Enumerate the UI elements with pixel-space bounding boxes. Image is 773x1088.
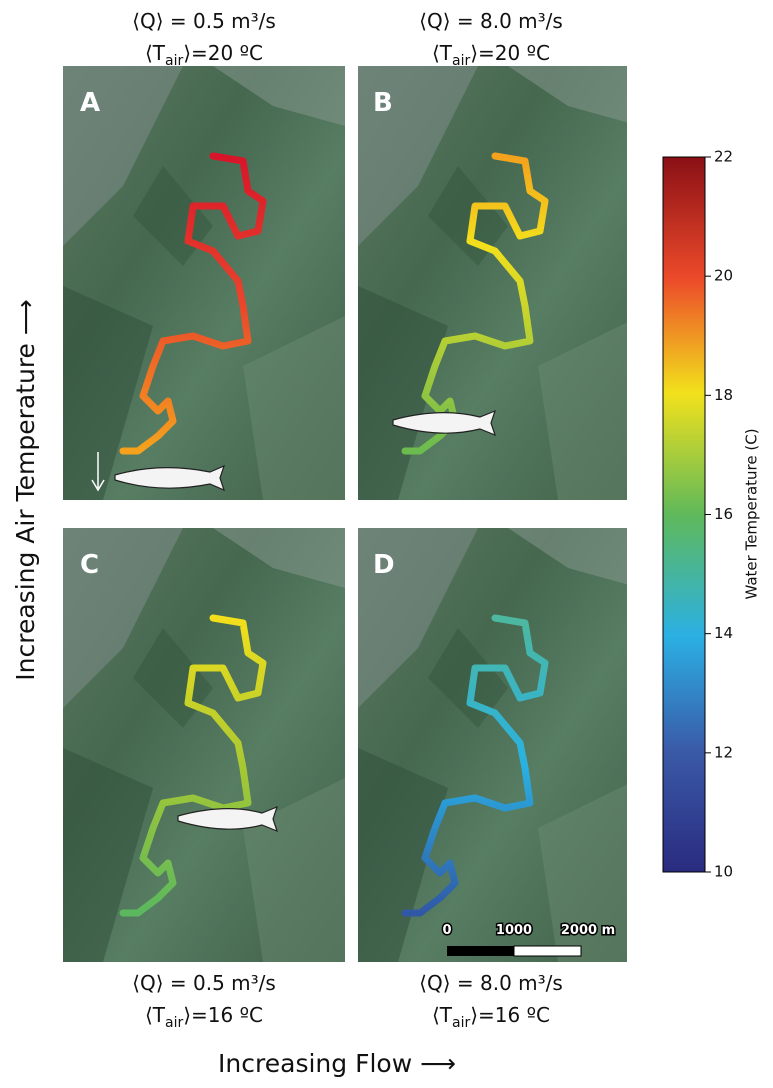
flow-label: ⟨Q⟩ = 0.5 m³/s [132, 971, 276, 995]
air-temp-label: ⟨Tair⟩=16 ºC [432, 1003, 550, 1031]
air-temp-label: ⟨Tair⟩=16 ºC [145, 1003, 263, 1031]
colorbar-tick-label: 14 [714, 624, 733, 642]
air-temp-open: ⟨T [145, 1003, 166, 1027]
air-temp-sub: air [165, 53, 183, 69]
scale-label: 2000 m [561, 923, 615, 938]
colorbar-tick-label: 18 [714, 386, 733, 404]
colorbar-tick-label: 10 [714, 863, 733, 881]
figure: 0 1000 2000 m Water Temperature (C) Incr… [0, 0, 773, 1084]
flow-label: ⟨Q⟩ = 8.0 m³/s [419, 971, 563, 995]
panel-label: A [80, 88, 100, 118]
colorbar-tick-label: 20 [714, 267, 733, 285]
air-temp-sub: air [452, 53, 470, 69]
air-temp-sub: air [165, 1015, 183, 1031]
air-temp-label: ⟨Tair⟩=20 ºC [432, 41, 550, 69]
panel-b [358, 66, 640, 500]
air-temp-open: ⟨T [145, 41, 166, 65]
colorbar [663, 157, 705, 872]
scale-label: 0 [442, 923, 451, 938]
flow-label: ⟨Q⟩ = 0.5 m³/s [132, 9, 276, 33]
air-temp-close: ⟩=20 ºC [470, 41, 550, 65]
flow-label: ⟨Q⟩ = 8.0 m³/s [419, 9, 563, 33]
air-temp-sub: air [452, 1015, 470, 1031]
air-temp-close: ⟩=16 ºC [183, 1003, 263, 1027]
air-temp-close: ⟩=20 ºC [183, 41, 263, 65]
panel-d [358, 528, 640, 962]
air-temp-label: ⟨Tair⟩=20 ºC [145, 41, 263, 69]
colorbar-tick-label: 22 [714, 148, 733, 166]
air-temp-open: ⟨T [432, 41, 453, 65]
air-temp-close: ⟩=16 ºC [470, 1003, 550, 1027]
x-axis-label: Increasing Flow ⟶ [218, 1049, 456, 1078]
panel-label: C [80, 550, 99, 580]
colorbar-tick-label: 16 [714, 505, 733, 523]
colorbar-label: Water Temperature (C) [743, 428, 761, 599]
panel-c [63, 528, 345, 962]
air-temp-open: ⟨T [432, 1003, 453, 1027]
colorbar-tick-label: 12 [714, 743, 733, 761]
panel-a [63, 66, 345, 500]
scale-label: 1000 [496, 923, 532, 938]
panel-label: D [373, 550, 395, 580]
y-axis-label: Increasing Air Temperature ⟶ [11, 299, 40, 680]
panel-label: B [373, 88, 393, 118]
